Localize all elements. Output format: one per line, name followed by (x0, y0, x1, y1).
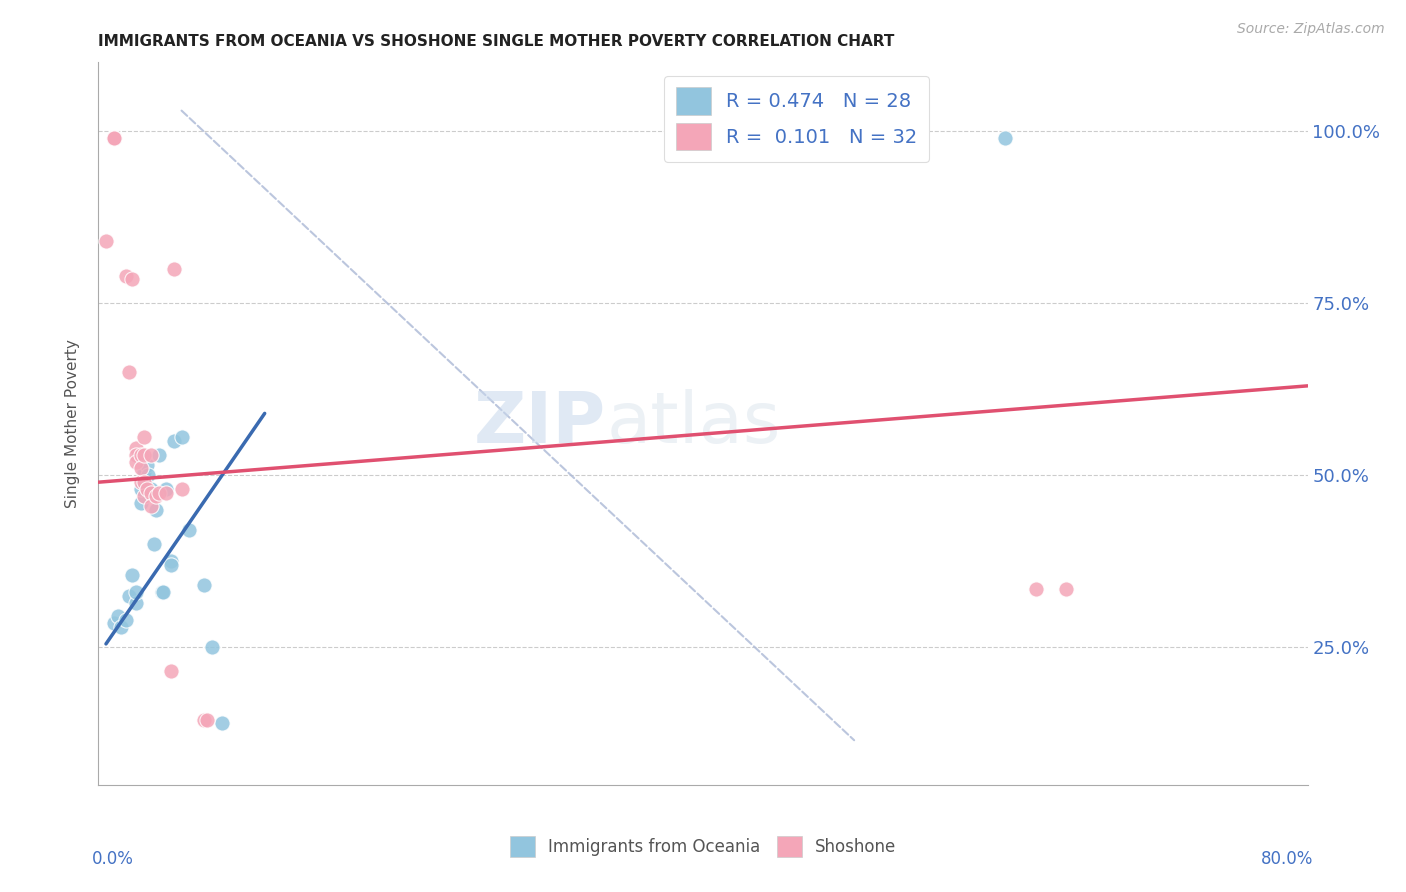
Point (160, 665, 183, 679)
Point (118, 589, 141, 603)
Point (163, 434, 186, 448)
Point (141, 500, 163, 514)
Point (103, 131, 125, 145)
Y-axis label: Single Mother Poverty: Single Mother Poverty (65, 339, 80, 508)
Point (103, 131, 125, 145)
Point (150, 585, 173, 599)
Text: 80.0%: 80.0% (1261, 850, 1313, 868)
Point (1054, 582, 1077, 596)
Point (193, 713, 215, 727)
Point (114, 268, 136, 283)
Point (160, 558, 183, 572)
Point (160, 554, 183, 568)
Point (125, 585, 148, 599)
Point (110, 620, 132, 634)
Point (129, 496, 152, 510)
Point (129, 448, 152, 462)
Point (170, 482, 193, 496)
Text: ZIP: ZIP (474, 389, 606, 458)
Point (145, 502, 167, 516)
Point (148, 448, 170, 462)
Point (143, 537, 166, 551)
Point (994, 131, 1017, 145)
Point (163, 261, 186, 276)
Point (155, 482, 177, 496)
Point (141, 482, 163, 496)
Point (129, 475, 152, 490)
Point (132, 489, 155, 503)
Point (132, 468, 155, 483)
Text: 0.0%: 0.0% (93, 850, 134, 868)
Point (121, 568, 143, 582)
Point (103, 131, 125, 145)
Point (132, 475, 155, 490)
Text: IMMIGRANTS FROM OCEANIA VS SHOSHONE SINGLE MOTHER POVERTY CORRELATION CHART: IMMIGRANTS FROM OCEANIA VS SHOSHONE SING… (98, 34, 894, 49)
Point (132, 430, 155, 444)
Point (114, 613, 136, 627)
Point (135, 482, 157, 496)
Text: atlas: atlas (606, 389, 780, 458)
Point (103, 616, 125, 631)
Point (141, 448, 163, 462)
Point (201, 640, 224, 655)
Point (94, 235, 117, 249)
Point (125, 448, 148, 462)
Point (155, 485, 177, 500)
Point (141, 485, 163, 500)
Point (118, 365, 141, 379)
Point (148, 485, 170, 500)
Point (125, 441, 148, 455)
Point (1024, 582, 1046, 596)
Legend: Immigrants from Oceania, Shoshone: Immigrants from Oceania, Shoshone (503, 830, 903, 863)
Point (107, 609, 129, 624)
Point (121, 272, 143, 286)
Point (129, 461, 152, 475)
Point (132, 448, 155, 462)
Point (193, 578, 215, 592)
Point (170, 430, 193, 444)
Point (129, 482, 152, 496)
Point (211, 716, 233, 731)
Point (179, 524, 201, 538)
Point (132, 465, 155, 479)
Text: Source: ZipAtlas.com: Source: ZipAtlas.com (1237, 22, 1385, 37)
Point (195, 713, 218, 727)
Point (136, 468, 159, 483)
Point (135, 458, 157, 472)
Point (125, 596, 148, 610)
Point (103, 131, 125, 145)
Point (145, 489, 167, 503)
Point (152, 585, 174, 599)
Point (125, 454, 148, 468)
